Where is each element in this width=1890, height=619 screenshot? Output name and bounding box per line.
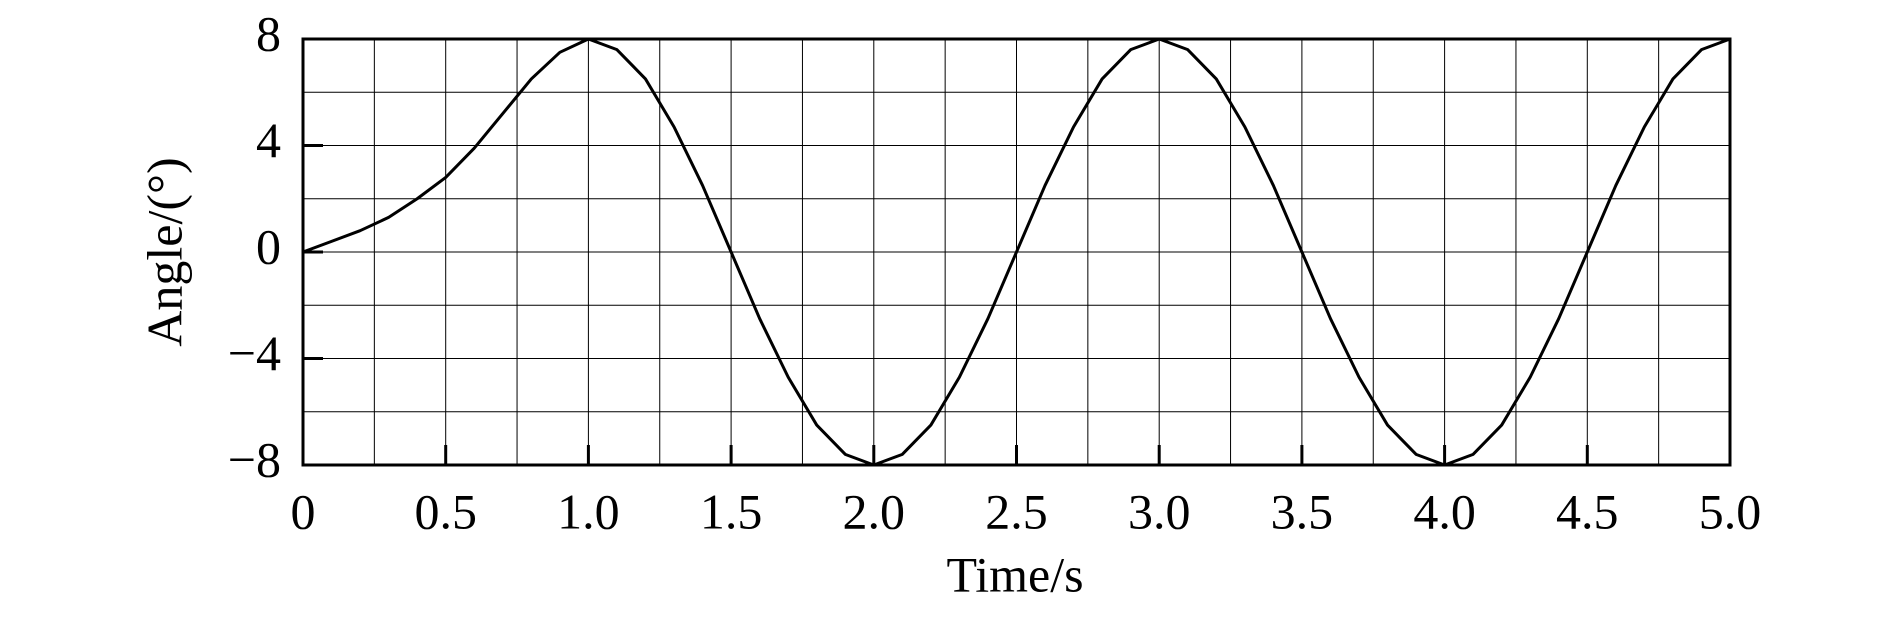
x-tick-label: 1.0 [557,483,620,539]
x-tick-label: 1.5 [700,483,763,539]
x-tick-label: 4.0 [1413,483,1476,539]
y-tick-label: 4 [256,112,281,168]
y-tick-label: 8 [256,5,281,61]
x-tick-label: 2.5 [985,483,1048,539]
y-tick-label: 0 [256,218,281,274]
y-tick-label: −8 [228,431,281,487]
x-tick-label: 3.5 [1271,483,1334,539]
x-axis-label: Time/s [946,546,1083,602]
y-axis-label: Angle/(°) [136,157,192,346]
x-tick-label: 4.5 [1556,483,1619,539]
y-tick-label: −4 [228,325,281,381]
x-tick-label: 0.5 [414,483,477,539]
data-line [302,37,1731,467]
x-tick-label: 0 [291,483,316,539]
x-tick-label: 2.0 [843,483,906,539]
x-tick-label: 5.0 [1699,483,1762,539]
x-tick-label: 3.0 [1128,483,1191,539]
